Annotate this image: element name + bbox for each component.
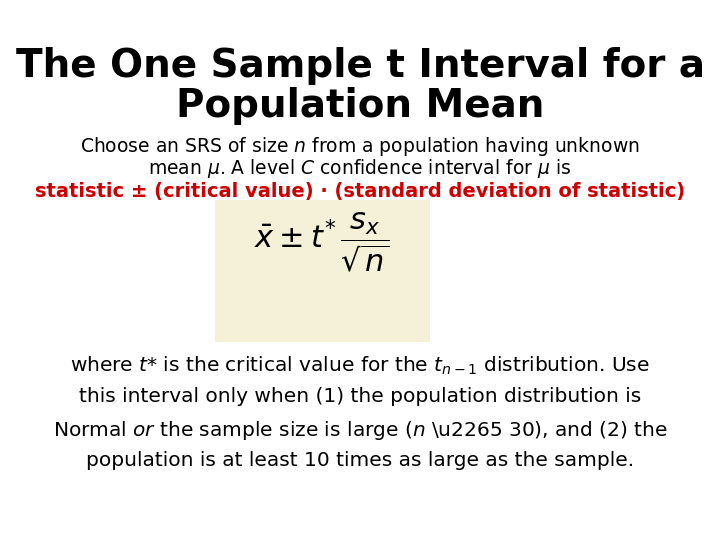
Text: Population Mean: Population Mean (176, 87, 544, 125)
Text: The One Sample t Interval for a: The One Sample t Interval for a (16, 47, 704, 85)
Text: mean $\mu$. A level $C$ confidence interval for $\mu$ is: mean $\mu$. A level $C$ confidence inter… (148, 157, 572, 180)
Text: Normal $\it{or}$ the sample size is large ($n$ \u2265 30), and (2) the: Normal $\it{or}$ the sample size is larg… (53, 419, 667, 442)
Bar (215, 200, 430, 342)
Text: $\bar{x} \pm t^{*}\,\dfrac{s_x}{\sqrt{n}}$: $\bar{x} \pm t^{*}\,\dfrac{s_x}{\sqrt{n}… (254, 210, 390, 274)
Text: statistic ± (critical value) · (standard deviation of statistic): statistic ± (critical value) · (standard… (35, 182, 685, 201)
Text: where $t$* is the critical value for the $t_{n-1}$ distribution. Use: where $t$* is the critical value for the… (70, 355, 650, 377)
Text: this interval only when (1) the population distribution is: this interval only when (1) the populati… (79, 387, 641, 406)
Text: Choose an SRS of size $n$ from a population having unknown: Choose an SRS of size $n$ from a populat… (80, 135, 640, 158)
Text: population is at least 10 times as large as the sample.: population is at least 10 times as large… (86, 451, 634, 470)
